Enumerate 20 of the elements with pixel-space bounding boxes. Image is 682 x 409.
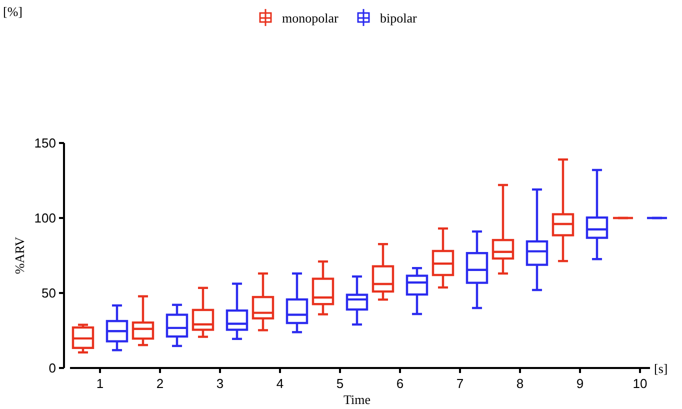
x-tick-label: 2 (156, 376, 164, 391)
x-tick-label: 9 (576, 376, 584, 391)
x-tick-label: 10 (632, 376, 648, 391)
y-tick-label: 100 (34, 210, 56, 226)
y-tick-label: 50 (42, 286, 56, 301)
x-tick-label: 3 (216, 376, 224, 391)
x-tick-label: 6 (396, 376, 404, 391)
y-tick-label: 150 (34, 136, 56, 151)
text: [%] (3, 4, 22, 19)
x-axis-title: Time (344, 392, 371, 407)
legend-label: monopolar (282, 10, 339, 26)
text: [s] (654, 361, 668, 376)
y-tick-label: 0 (48, 360, 56, 376)
y-axis-title: %ARV (12, 236, 27, 274)
x-tick-label: 5 (336, 376, 344, 391)
x-tick-label: 1 (96, 376, 104, 391)
legend-label: bipolar (380, 10, 418, 26)
x-tick-label: 4 (276, 376, 284, 391)
x-tick-label: 8 (516, 376, 524, 391)
x-tick-label: 7 (456, 376, 464, 391)
